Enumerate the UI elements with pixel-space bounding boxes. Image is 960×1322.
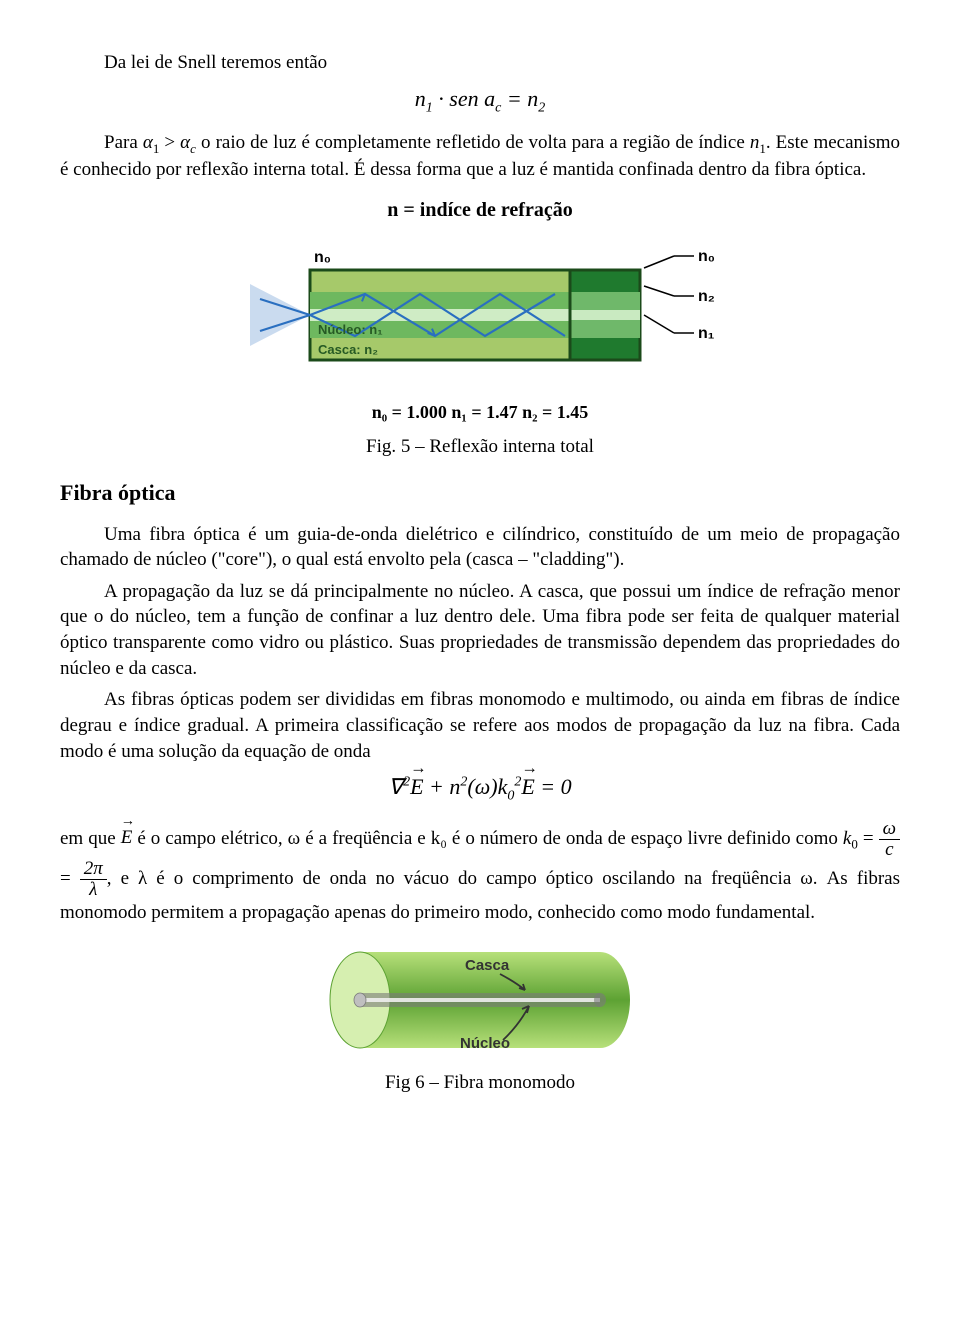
svg-text:Núcleo: n₁: Núcleo: n₁: [318, 322, 383, 337]
body-p1: Uma fibra óptica é um guia-de-onda dielé…: [60, 522, 900, 573]
body-p2: A propagação da luz se dá principalmente…: [60, 579, 900, 682]
svg-text:n₀: n₀: [698, 248, 715, 265]
fig5-title: n = indíce de refração: [240, 197, 720, 224]
fig5-values: n₀ = 1.000 n₁ = 1.47 n₂ = 1.45: [240, 400, 720, 424]
figure-5: n = indíce de refração Núcleo: n₁ Casca: …: [60, 197, 900, 424]
svg-text:Núcleo: Núcleo: [460, 1035, 510, 1052]
fig5-svg: Núcleo: n₁ Casca: n₂ n₀ n₀ n₂ n₁: [240, 230, 720, 390]
tail-para: em que E é o campo elétrico, ω é a freqü…: [60, 819, 900, 926]
figure-6: Casca Núcleo: [60, 940, 900, 1060]
frac-num: ω: [879, 819, 900, 840]
equation-wave: ∇2E + n2(ω)k02E = 0: [60, 772, 900, 806]
equation-snell: n1 · sen ac = n2: [60, 84, 900, 118]
text-span: é o campo elétrico, ω é a freqüência e k…: [132, 827, 843, 848]
body-p3: As fibras ópticas podem ser divididas em…: [60, 687, 900, 764]
text-span: em que: [60, 827, 121, 848]
section-heading: Fibra óptica: [60, 478, 900, 508]
text-span: Para: [104, 132, 143, 153]
svg-text:n₂: n₂: [698, 288, 715, 305]
svg-text:n₀: n₀: [314, 249, 331, 266]
text-span: , e λ é o comprimento de onda no vácuo d…: [60, 868, 900, 923]
svg-text:Casca: Casca: [465, 957, 510, 974]
text-span: =: [60, 868, 71, 889]
fig6-caption: Fig 6 – Fibra monomodo: [60, 1070, 900, 1096]
svg-text:Casca: n₂: Casca: n₂: [318, 342, 378, 357]
text-span: o raio de luz é completamente refletido …: [196, 132, 750, 153]
svg-text:n₁: n₁: [698, 325, 715, 342]
fig6-svg: Casca Núcleo: [315, 940, 645, 1060]
intro-para-2: Para α1 > αc o raio de luz é completamen…: [60, 130, 900, 183]
frac-den: λ: [80, 880, 107, 900]
frac-num: 2π: [80, 859, 107, 880]
frac-den: c: [879, 840, 900, 860]
fig5-caption: Fig. 5 – Reflexão interna total: [60, 434, 900, 460]
intro-line-1: Da lei de Snell teremos então: [60, 50, 900, 76]
